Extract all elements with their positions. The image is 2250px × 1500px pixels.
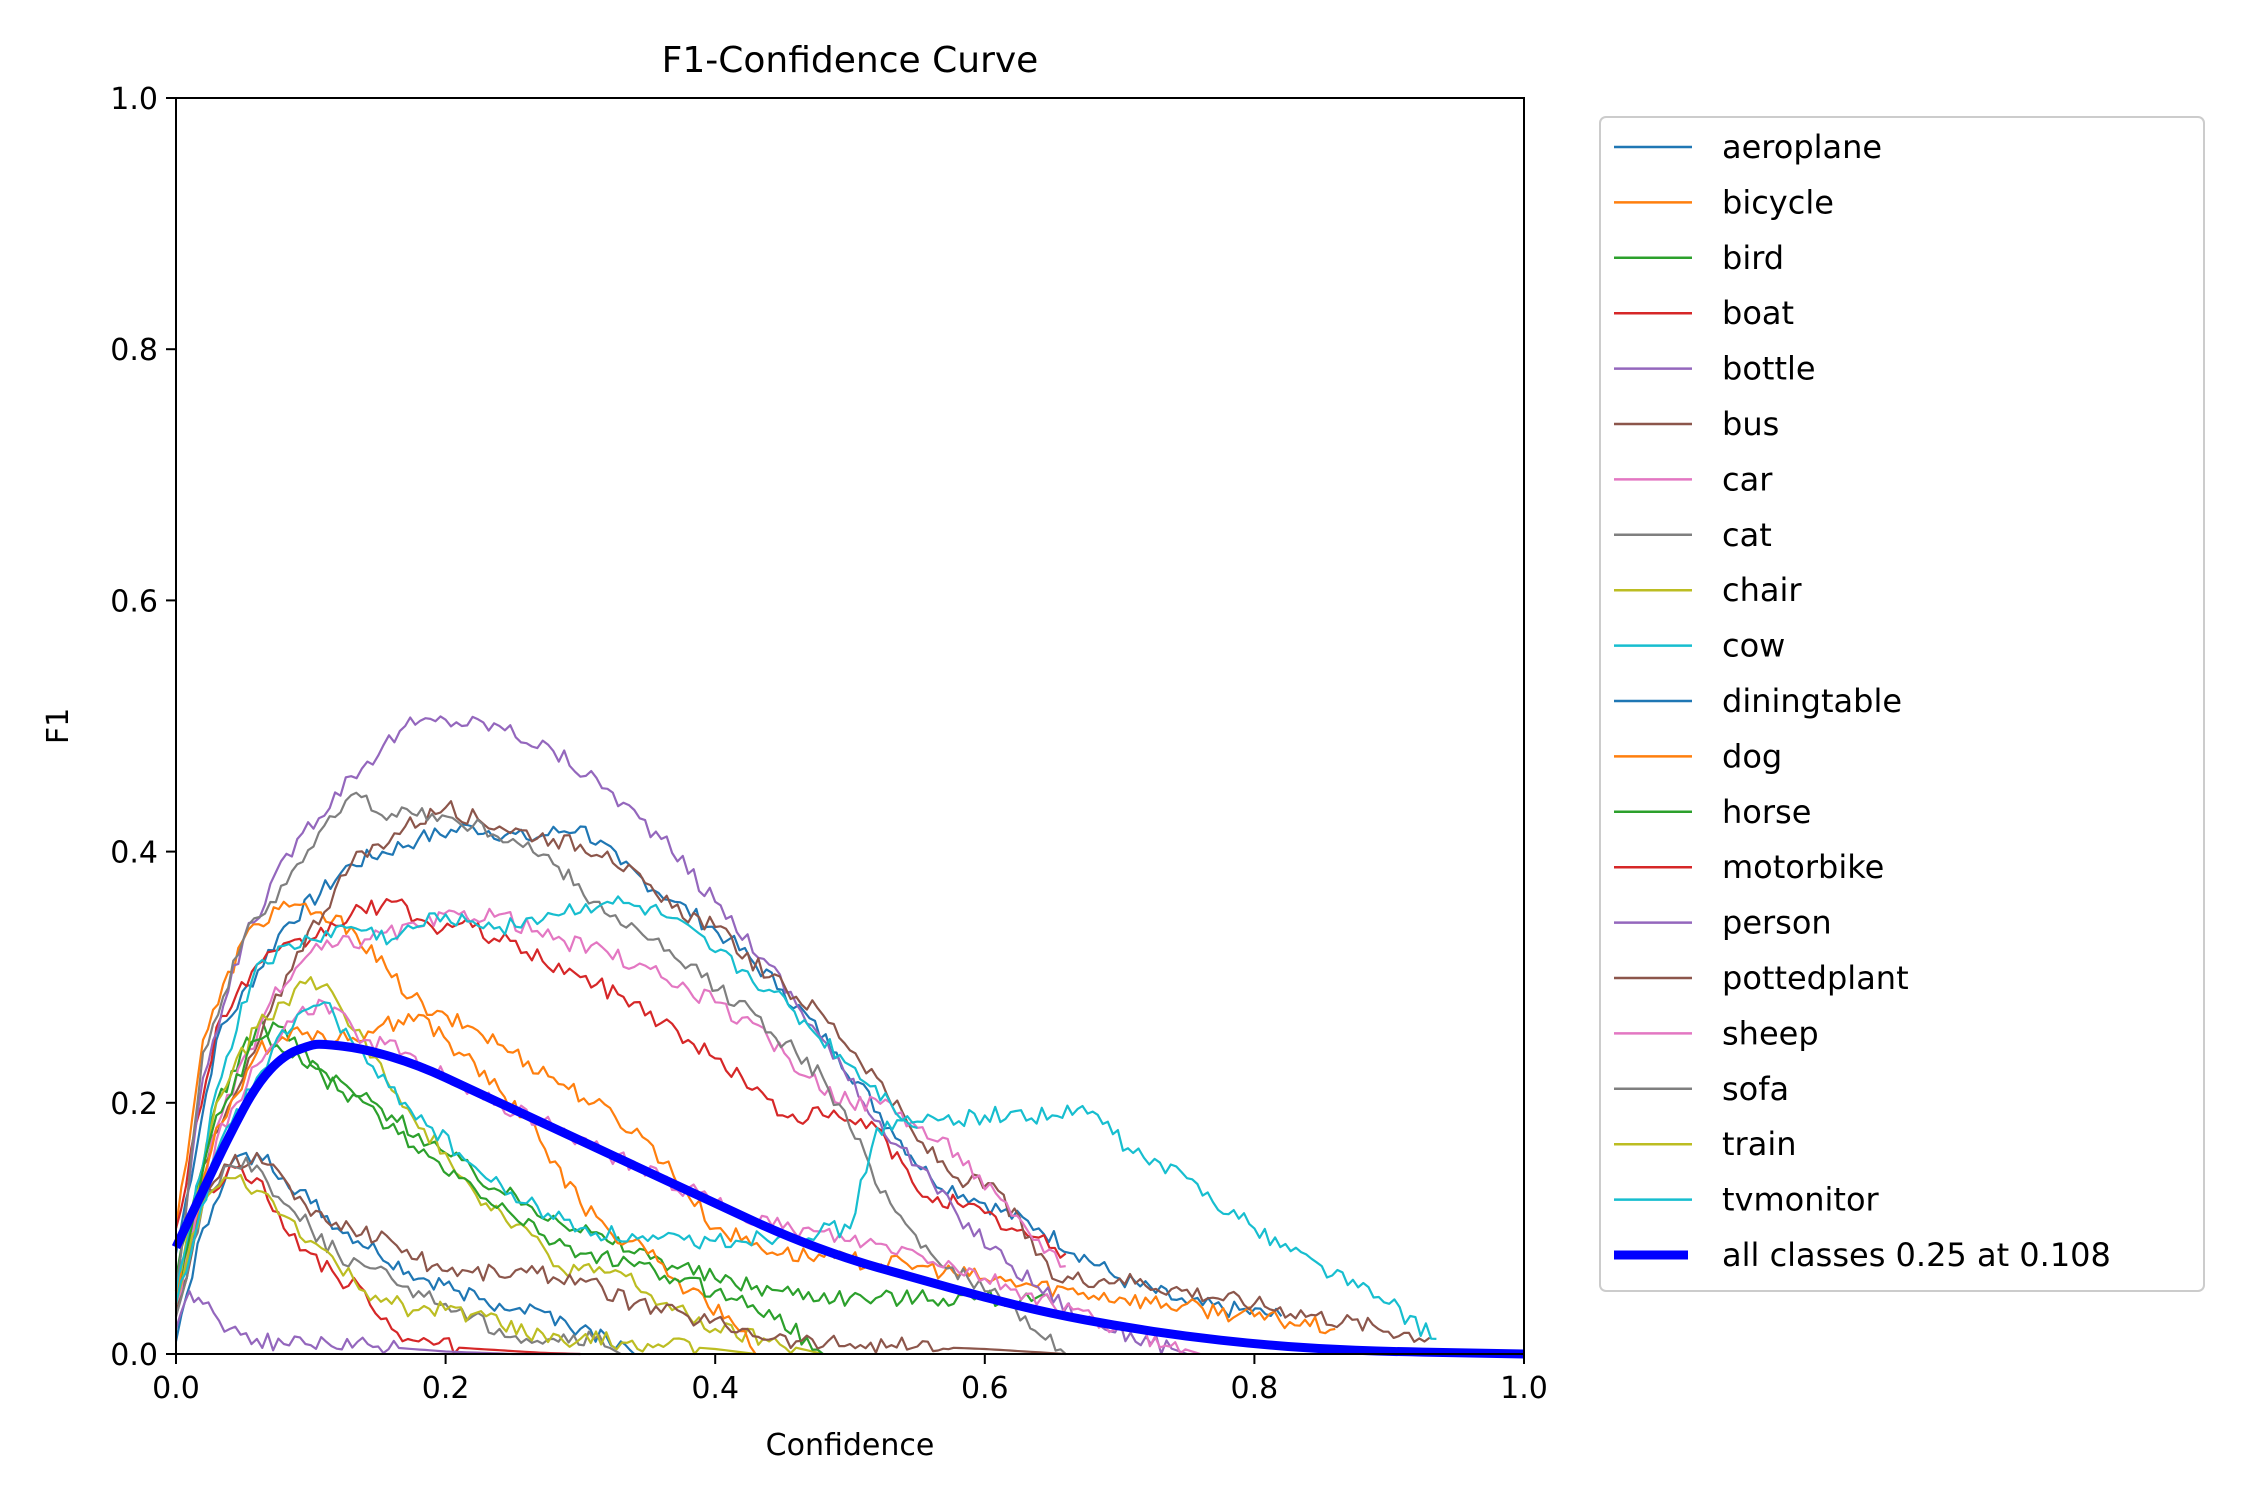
x-tick-label: 0.0 <box>152 1371 200 1406</box>
legend-label: pottedplant <box>1722 959 1909 997</box>
legend-label: all classes 0.25 at 0.108 <box>1722 1236 2111 1274</box>
series-line-aeroplane <box>174 823 1283 1318</box>
legend-label: horse <box>1722 793 1811 831</box>
legend-label: cow <box>1722 627 1785 665</box>
legend-label: dog <box>1722 737 1782 775</box>
series-line-person <box>174 1290 581 1356</box>
legend-label: train <box>1722 1125 1796 1163</box>
legend-label: aeroplane <box>1722 128 1882 166</box>
series-line-train <box>174 1173 756 1356</box>
series-line-bus <box>174 800 1431 1343</box>
series-line-cat <box>174 791 1067 1355</box>
legend-label: bird <box>1722 239 1784 277</box>
y-axis-ticks: 0.0 0.2 0.4 0.6 0.8 1.0 <box>110 82 176 1373</box>
legend-label: boat <box>1722 294 1794 332</box>
series-line-bird <box>174 1020 1054 1309</box>
y-axis-label: F1 <box>41 708 76 744</box>
series-line-motorbike <box>174 1164 581 1356</box>
series-line-horse <box>174 1034 824 1355</box>
legend-label: chair <box>1722 571 1802 609</box>
series-line-tvmonitor <box>174 1001 1437 1340</box>
legend-label: person <box>1722 904 1832 942</box>
legend-label: bottle <box>1722 350 1816 388</box>
legend-label: sofa <box>1722 1070 1789 1108</box>
series-line-sheep <box>174 998 1201 1356</box>
legend-label: car <box>1722 460 1773 498</box>
series-line-boat <box>174 898 1067 1259</box>
y-tick-label: 0.6 <box>110 584 158 619</box>
x-tick-label: 0.2 <box>422 1371 470 1406</box>
axes-frame <box>175 97 1525 1355</box>
legend-label: tvmonitor <box>1722 1181 1880 1219</box>
legend-label: motorbike <box>1722 848 1884 886</box>
series-line-pottedplant <box>174 1151 1066 1356</box>
y-tick-label: 1.0 <box>110 82 158 117</box>
y-tick-label: 0.8 <box>110 333 158 368</box>
x-tick-label: 0.4 <box>691 1371 739 1406</box>
x-tick-label: 0.6 <box>961 1371 1009 1406</box>
series-line-cow <box>174 895 918 1292</box>
series-line-bottle <box>174 715 1188 1356</box>
y-tick-label: 0.4 <box>110 836 158 871</box>
series-line-chair <box>174 976 824 1356</box>
y-tick-label: 0.2 <box>110 1087 158 1122</box>
legend-label: bus <box>1722 405 1779 443</box>
chart-title: F1-Confidence Curve <box>662 40 1039 81</box>
x-axis-label: Confidence <box>766 1428 935 1463</box>
legend: aeroplane bicycle bird boat bottle bus car cat c… <box>1599 116 2205 1292</box>
y-tick-label: 0.0 <box>110 1338 158 1373</box>
legend-label: diningtable <box>1722 682 1902 720</box>
plot-lines <box>171 715 1525 1359</box>
legend-label: cat <box>1722 516 1772 554</box>
legend-label: sheep <box>1722 1014 1819 1052</box>
series-line-all <box>171 1039 1525 1359</box>
x-axis-ticks: 0.0 0.2 0.4 0.6 0.8 1.0 <box>152 1354 1548 1406</box>
x-tick-label: 0.8 <box>1231 1371 1279 1406</box>
x-tick-label: 1.0 <box>1500 1371 1548 1406</box>
legend-label: bicycle <box>1722 183 1834 221</box>
legend-frame <box>1599 116 2205 1292</box>
series-line-bicycle <box>174 900 1336 1335</box>
